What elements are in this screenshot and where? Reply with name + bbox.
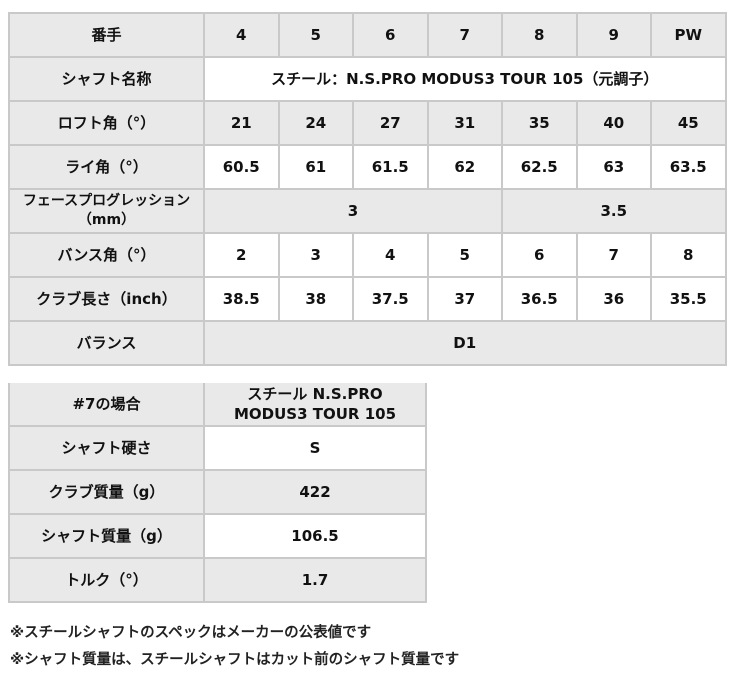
label: トルク（°） <box>8 557 205 603</box>
cell: D1 <box>203 320 727 366</box>
label: バランス <box>8 320 205 366</box>
row-club-weight: クラブ質量（g） 422 <box>8 469 427 515</box>
row-shaft-name: シャフト名称 スチール：N.S.PRO MODUS3 TOUR 105（元調子） <box>8 56 727 102</box>
row-face-progression: フェースプログレッション（mm） 3 3.5 <box>8 188 727 234</box>
row-bounce: バンス角（°） 2 3 4 5 6 7 8 <box>8 232 727 278</box>
label: ロフト角（°） <box>8 100 205 146</box>
label: シャフト硬さ <box>8 425 205 471</box>
cell: 40 <box>575 100 652 146</box>
cell: 21 <box>203 100 280 146</box>
cell: 62.5 <box>501 144 578 190</box>
cell: 63 <box>575 144 652 190</box>
cell: 63.5 <box>650 144 727 190</box>
cell: 6 <box>352 12 429 58</box>
cell: 8 <box>501 12 578 58</box>
spec-table: 番手 4 5 6 7 8 9 PW シャフト名称 スチール：N.S.PRO MO… <box>8 12 727 366</box>
cell: 422 <box>203 469 427 515</box>
cell: 36.5 <box>501 276 578 322</box>
cell: 2 <box>203 232 280 278</box>
row-torque: トルク（°） 1.7 <box>8 557 427 603</box>
cell: 5 <box>426 232 503 278</box>
cell: 27 <box>352 100 429 146</box>
cell: 37.5 <box>352 276 429 322</box>
cell: 4 <box>352 232 429 278</box>
cell: 35.5 <box>650 276 727 322</box>
cell: 36 <box>575 276 652 322</box>
label: クラブ長さ（inch） <box>8 276 205 322</box>
cell: 61 <box>277 144 354 190</box>
row-balance: バランス D1 <box>8 320 727 366</box>
label: バンス角（°） <box>8 232 205 278</box>
label: 番手 <box>8 12 205 58</box>
cell: 45 <box>650 100 727 146</box>
cell: 9 <box>575 12 652 58</box>
cell: 1.7 <box>203 557 427 603</box>
cell: 4 <box>203 12 280 58</box>
row-lie: ライ角（°） 60.5 61 61.5 62 62.5 63 63.5 <box>8 144 727 190</box>
label: クラブ質量（g） <box>8 469 205 515</box>
cell: 62 <box>426 144 503 190</box>
footnote: ※スチールシャフトのスペックはメーカーの公表値です <box>10 625 372 641</box>
label: シャフト質量（g） <box>8 513 205 559</box>
cell: 38.5 <box>203 276 280 322</box>
label: ライ角（°） <box>8 144 205 190</box>
cell: 35 <box>501 100 578 146</box>
row-number: 番手 4 5 6 7 8 9 PW <box>8 12 727 58</box>
cell: 61.5 <box>352 144 429 190</box>
label: フェースプログレッション（mm） <box>8 188 205 234</box>
cell: 31 <box>426 100 503 146</box>
cell: 5 <box>277 12 354 58</box>
cell: 37 <box>426 276 503 322</box>
cell: 38 <box>277 276 354 322</box>
cell: 7 <box>426 12 503 58</box>
row-length: クラブ長さ（inch） 38.5 38 37.5 37 36.5 36 35.5 <box>8 276 727 322</box>
row-flex: シャフト硬さ S <box>8 425 427 471</box>
cell: 106.5 <box>203 513 427 559</box>
label: #7の場合 <box>8 383 205 427</box>
cell: スチール：N.S.PRO MODUS3 TOUR 105（元調子） <box>203 56 727 102</box>
cell: 8 <box>650 232 727 278</box>
cell: S <box>203 425 427 471</box>
label: シャフト名称 <box>8 56 205 102</box>
cell: スチール N.S.PRO MODUS3 TOUR 105 <box>203 383 427 427</box>
row-shaft-weight: シャフト質量（g） 106.5 <box>8 513 427 559</box>
shaft-7-table: #7の場合 スチール N.S.PRO MODUS3 TOUR 105 シャフト硬… <box>8 383 427 603</box>
row-loft: ロフト角（°） 21 24 27 31 35 40 45 <box>8 100 727 146</box>
cell: 24 <box>277 100 354 146</box>
cell: 3 <box>277 232 354 278</box>
cell: 7 <box>575 232 652 278</box>
row-case: #7の場合 スチール N.S.PRO MODUS3 TOUR 105 <box>8 383 427 427</box>
cell: 3.5 <box>501 188 727 234</box>
cell: 60.5 <box>203 144 280 190</box>
footnote: ※シャフト質量は、スチールシャフトはカット前のシャフト質量です <box>10 652 460 668</box>
cell: PW <box>650 12 727 58</box>
cell: 6 <box>501 232 578 278</box>
cell: 3 <box>203 188 503 234</box>
